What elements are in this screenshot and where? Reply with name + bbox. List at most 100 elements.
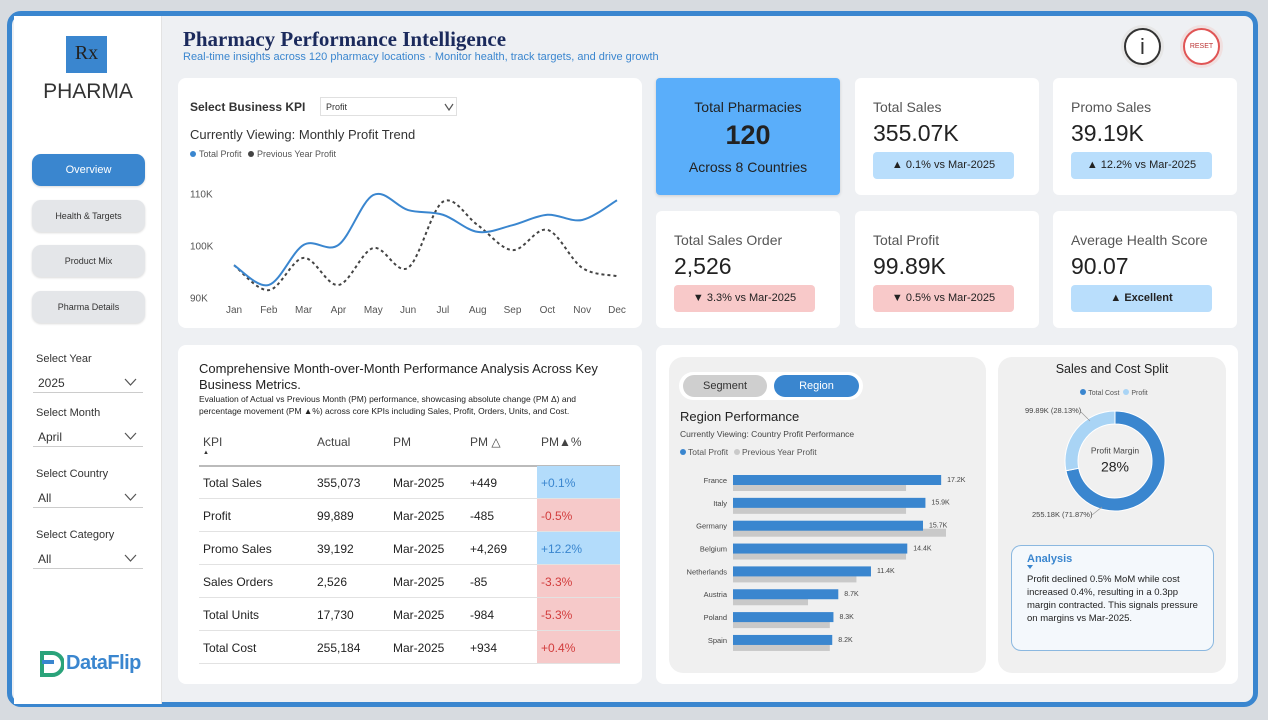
kpi-value: 99.89K (873, 253, 946, 279)
y-tick-label: 110K (190, 190, 213, 201)
kpi-title: Promo Sales (1071, 99, 1152, 115)
trend-panel (178, 78, 642, 328)
category-label: Belgium (700, 545, 727, 554)
value-label: 17.2K (947, 477, 966, 484)
kpi-title: Total Sales (873, 99, 942, 115)
pm-pct-cell (537, 598, 620, 631)
table-cell: -85 (470, 575, 488, 589)
filter-dropdown[interactable]: All (33, 547, 143, 569)
leader-line (1091, 506, 1103, 516)
legend-dot (734, 449, 740, 455)
x-tick-label: Sep (504, 305, 522, 316)
logo-mark: Rx (66, 36, 107, 73)
pm-pct-cell (537, 532, 620, 565)
legend: Total Cost Profit (998, 382, 1226, 397)
chart-title: Currently Viewing: Monthly Profit Trend (190, 127, 416, 142)
leader-line (1079, 410, 1091, 422)
brand-icon (40, 651, 64, 677)
bar (733, 520, 924, 531)
x-tick-label: Oct (540, 305, 556, 316)
kpi-value: 120 (725, 120, 771, 150)
bar (733, 483, 907, 491)
bar-chart: France 17.2K Italy 15.9K Germany 15.7K Belgium… (687, 475, 966, 651)
kpi-delta: ▼ 0.5% vs Mar-2025 (873, 285, 1014, 312)
table-cell: Mar-2025 (393, 641, 445, 655)
bar (733, 551, 907, 560)
kpi-delta: ▼ 3.3% vs Mar-2025 (674, 285, 815, 312)
table-cell: Mar-2025 (393, 476, 445, 490)
row-rule (199, 564, 620, 565)
filter-dropdown[interactable]: April (33, 425, 143, 447)
row-rule (199, 531, 620, 532)
filter-label: Select Year (36, 353, 92, 365)
table-cell: +12.2% (541, 542, 583, 556)
nav-button[interactable]: Overview (32, 154, 145, 186)
table-cell: 355,073 (317, 476, 361, 490)
chevron (124, 554, 137, 562)
value-label: 99.89K (28.13%) (1025, 406, 1082, 415)
info-button[interactable]: i (1124, 28, 1161, 65)
nav-button[interactable]: Pharma Details (32, 290, 145, 323)
bar (733, 528, 946, 537)
category-label: Netherlands (687, 567, 728, 576)
row-rule (199, 663, 620, 664)
x-tick-label: Mar (295, 305, 313, 316)
chevron-icon (124, 493, 137, 501)
category-label: Germany (696, 522, 727, 531)
x-tick-label: Nov (573, 305, 591, 316)
kpi-delta: ▲ 12.2% vs Mar-2025 (1071, 152, 1212, 179)
kpi-delta: ▲ 0.1% vs Mar-2025 (873, 152, 1014, 179)
table-cell: +4,269 (470, 542, 508, 556)
legend-label: Profit (1131, 390, 1148, 397)
pm-pct-cell (537, 466, 620, 499)
reset-button[interactable]: RESET (1183, 28, 1220, 65)
sidebar (14, 16, 162, 704)
line-series (233, 199, 618, 292)
y-tick-label: 100K (190, 242, 214, 253)
page-title: Pharmacy Performance Intelligence (183, 27, 507, 51)
bar (733, 566, 871, 577)
y-tick-label: 90K (190, 294, 208, 305)
table-cell: Total Sales (203, 476, 262, 490)
table-cell: Total Cost (203, 641, 257, 655)
filter-dropdown[interactable]: All (33, 486, 143, 508)
value-label: 8.3K (839, 614, 854, 621)
filter-dropdown[interactable]: 2025 (33, 371, 143, 393)
line-series (233, 192, 618, 287)
chart-title: Sales and Cost Split (1055, 362, 1169, 376)
bar (733, 642, 830, 651)
tab-button[interactable]: Segment (683, 375, 767, 397)
analysis-title: Analysis (1027, 553, 1073, 565)
x-tick-label: Aug (469, 305, 487, 316)
x-tick-label: Jan (226, 305, 242, 316)
chevron (124, 493, 137, 501)
tab-button[interactable]: Region (774, 375, 859, 397)
chevron-icon (444, 103, 454, 111)
table-cell: -984 (470, 608, 495, 622)
table-cell: Profit (203, 509, 232, 523)
kpi-delta: ▲ Excellent (1071, 285, 1212, 312)
x-tick-label: Feb (260, 305, 278, 316)
nav-button[interactable]: Health & Targets (32, 199, 145, 232)
kpi-select[interactable]: Profit (320, 97, 457, 116)
x-tick-label: Apr (331, 305, 347, 316)
donut-slice (1064, 410, 1116, 472)
category-label: Poland (704, 613, 727, 622)
category-label: Austria (704, 590, 728, 599)
value-label: 14.4K (913, 545, 932, 552)
value-label: 8.7K (844, 591, 859, 598)
legend-dot (1123, 389, 1130, 395)
kpi-title: Total Pharmacies (694, 99, 802, 115)
table-cell: +934 (470, 641, 498, 655)
category-label: France (704, 476, 727, 485)
row-rule (199, 597, 620, 598)
category-label: Spain (708, 636, 727, 645)
legend-label: Total Cost (1088, 390, 1120, 397)
kpi-card (656, 78, 840, 195)
donut-slice (1065, 410, 1166, 512)
table-cell: Promo Sales (203, 542, 272, 556)
table-cell: -0.5% (541, 509, 573, 523)
nav-button[interactable]: Product Mix (32, 245, 145, 277)
value-label: 15.9K (931, 500, 950, 507)
